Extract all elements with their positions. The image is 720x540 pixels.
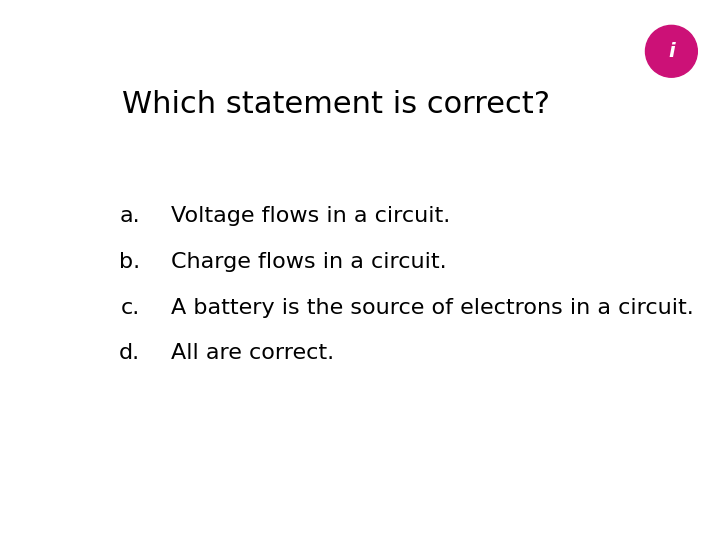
Text: i: i — [668, 42, 675, 61]
Circle shape — [646, 25, 697, 77]
Text: Voltage flows in a circuit.: Voltage flows in a circuit. — [171, 206, 450, 226]
Text: c.: c. — [121, 298, 140, 318]
Text: a.: a. — [120, 206, 140, 226]
Text: b.: b. — [119, 252, 140, 272]
Text: Charge flows in a circuit.: Charge flows in a circuit. — [171, 252, 446, 272]
Text: Which statement is correct?: Which statement is correct? — [122, 90, 549, 119]
Text: All are correct.: All are correct. — [171, 343, 334, 363]
Text: A battery is the source of electrons in a circuit.: A battery is the source of electrons in … — [171, 298, 693, 318]
Text: d.: d. — [119, 343, 140, 363]
